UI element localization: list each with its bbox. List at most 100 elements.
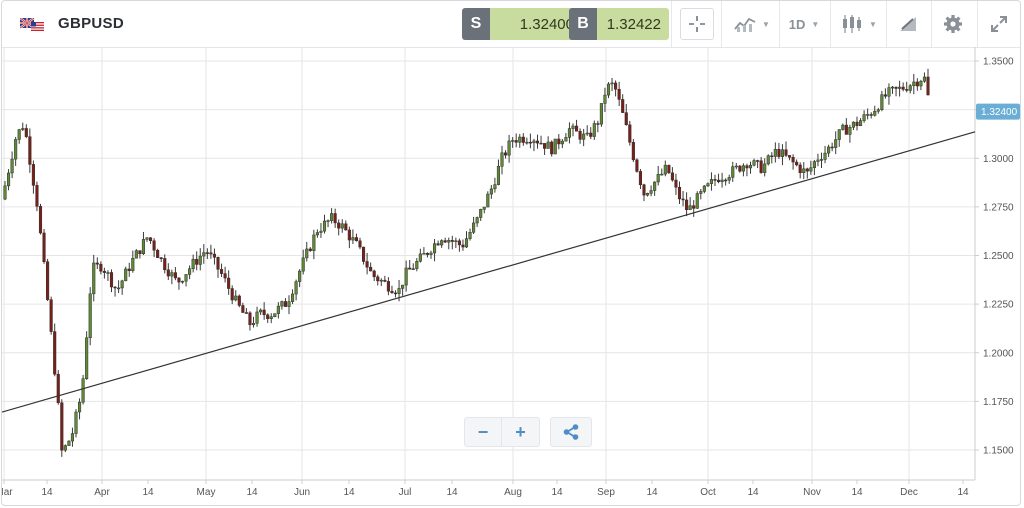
candle-up (660, 173, 664, 176)
zoom-out-button[interactable]: − (464, 417, 502, 447)
candle-down (624, 112, 628, 125)
candle-down (156, 249, 160, 258)
candle-down (49, 299, 53, 332)
candle-up (315, 232, 319, 236)
x-tick-label: 14 (246, 487, 258, 498)
x-tick-label: 14 (957, 487, 969, 498)
candle-down (308, 248, 312, 251)
candle-up (330, 213, 334, 221)
candle-up (17, 129, 21, 140)
candle-up (812, 161, 816, 169)
candle-up (351, 237, 355, 241)
candle-up (763, 163, 767, 173)
candle-up (326, 220, 330, 222)
candle-up (312, 234, 316, 251)
candle-up (493, 184, 497, 190)
buy-button[interactable]: B 1.32422 (569, 8, 669, 40)
sell-button[interactable]: S 1.32400 (462, 8, 582, 40)
candle-up (486, 193, 490, 208)
chevron-down-icon: ▼ (869, 19, 877, 29)
candle-down (28, 136, 32, 165)
candle-up (273, 313, 277, 318)
candle-down (223, 273, 227, 279)
x-tick-label: 14 (551, 487, 563, 498)
candle-down (670, 172, 674, 181)
share-button[interactable] (550, 417, 592, 447)
chart-type-button[interactable]: ▼ (836, 8, 882, 40)
candle-up (255, 311, 259, 324)
candle-up (269, 316, 273, 319)
candle-up (188, 268, 192, 275)
trendline[interactable] (2, 131, 976, 413)
candle-up (507, 140, 511, 156)
candle-up (10, 158, 14, 174)
zoom-in-button[interactable]: + (502, 417, 540, 447)
candle-up (397, 288, 401, 294)
candle-down (638, 171, 643, 185)
uk-us-flag-icon (20, 18, 44, 31)
toolbar: GBPUSD S 1.32400 B 1.32422 ▼ 1D ▼ (2, 1, 1020, 48)
candle-up (379, 279, 383, 282)
settings-button[interactable] (936, 8, 970, 40)
candle-up (92, 262, 96, 295)
candle-down (46, 261, 50, 300)
drawing-tools-button[interactable] (890, 8, 926, 40)
timeframe-dropdown[interactable]: 1D ▼ (784, 8, 824, 40)
x-tick-label: 14 (142, 487, 154, 498)
candle-down (283, 301, 287, 307)
candle-up (251, 323, 256, 326)
price-chart[interactable]: 1.35001.32501.30001.27501.25001.22501.20… (2, 47, 1020, 505)
candle-down (450, 240, 454, 242)
candle-down (337, 222, 341, 229)
candle-up (880, 94, 884, 110)
candle-up (582, 133, 586, 140)
candle-up (117, 287, 121, 290)
candle-up (649, 190, 653, 194)
share-icon (563, 424, 579, 440)
candle-down (717, 179, 721, 183)
candle-up (78, 401, 82, 413)
candle-down (724, 179, 728, 182)
candle-down (195, 258, 199, 265)
candle-up (88, 293, 92, 338)
fullscreen-button[interactable] (982, 8, 1016, 40)
candle-up (766, 155, 770, 165)
y-tick-label: 1.2750 (983, 202, 1014, 213)
candle-up (322, 220, 327, 232)
candle-up (773, 149, 777, 157)
toolbar-divider (977, 1, 978, 47)
expand-icon (991, 16, 1007, 32)
crosshair-button[interactable] (680, 8, 714, 40)
x-tick-label: 14 (41, 487, 53, 498)
candle-down (543, 143, 547, 149)
candle-up (81, 378, 85, 403)
y-tick-label: 1.3500 (983, 57, 1014, 68)
candle-up (170, 272, 174, 277)
candle-down (237, 295, 241, 306)
indicators-button[interactable]: ▼ (728, 8, 776, 40)
candle-up (809, 167, 813, 172)
candle-down (457, 240, 461, 246)
candle-down (901, 86, 905, 90)
candle-down (102, 270, 106, 273)
candle-down (550, 141, 554, 155)
candle-down (713, 179, 717, 181)
candle-up (433, 243, 437, 254)
candle-up (21, 128, 25, 130)
candle-down (844, 124, 848, 135)
candle-up (546, 141, 550, 149)
candle-up (464, 238, 469, 248)
toolbar-divider (721, 1, 722, 47)
candle-up (479, 209, 483, 218)
candle-up (695, 193, 699, 209)
candle-up (699, 191, 703, 194)
candle-down (24, 128, 28, 137)
candle-down (56, 373, 60, 403)
candle-up (259, 309, 263, 313)
candle-up (592, 123, 596, 137)
candle-up (305, 248, 309, 259)
candle-down (777, 149, 781, 157)
candle-down (788, 155, 792, 158)
candle-up (653, 181, 657, 191)
